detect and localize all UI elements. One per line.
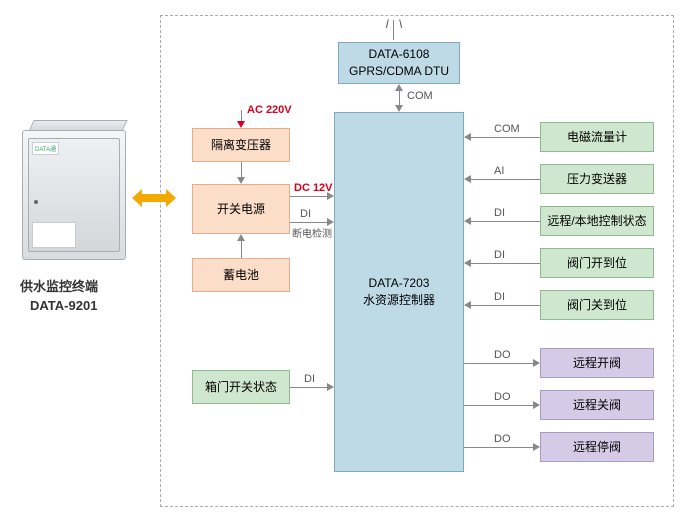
dc-label: DC 12V [294, 182, 333, 194]
controller-block-line1: DATA-7203 [369, 275, 430, 292]
right-flow-block-line1: 电磁流量计 [567, 129, 627, 146]
psu-block-line1: 开关电源 [217, 201, 265, 218]
right-rstop-block: 远程停阀 [540, 432, 654, 462]
cabinet-label-1: 供水监控终端 [20, 276, 98, 295]
right-press-sig: AI [494, 165, 504, 177]
right-press-block: 压力变送器 [540, 164, 654, 194]
battery-block-line1: 蓄电池 [223, 267, 259, 284]
ac-label: AC 220V [247, 104, 292, 116]
right-ropen-sig: DO [494, 349, 511, 361]
cabinet-brand: DATA通 [32, 142, 59, 155]
right-mode-block: 远程/本地控制状态 [540, 206, 654, 236]
right-mode-sig: DI [494, 207, 505, 219]
right-flow-sig: COM [494, 123, 520, 135]
antenna-icon [386, 19, 402, 27]
dtu-block-line1: DATA-6108 [369, 46, 430, 63]
right-rclose-block-line1: 远程关阀 [573, 397, 621, 414]
psu-di-label: DI [300, 208, 311, 220]
cabinet-illustration: DATA通 [22, 130, 124, 258]
right-ropen-block-line1: 远程开阀 [573, 355, 621, 372]
link-arrow-icon [132, 189, 176, 207]
door-switch-block: 箱门开关状态 [192, 370, 290, 404]
right-open-block-line1: 阀门开到位 [567, 255, 627, 272]
door-switch-block-line1: 箱门开关状态 [205, 379, 277, 396]
right-rclose-sig: DO [494, 391, 511, 403]
transformer-block-line1: 隔离变压器 [211, 137, 271, 154]
psu-di-sub: 断电检测 [292, 225, 332, 240]
right-rstop-block-line1: 远程停阀 [573, 439, 621, 456]
dtu-block-line2: GPRS/CDMA DTU [349, 63, 449, 80]
controller-block: DATA-7203水资源控制器 [334, 112, 464, 472]
right-press-block-line1: 压力变送器 [567, 171, 627, 188]
right-open-sig: DI [494, 249, 505, 261]
dtu-block: DATA-6108GPRS/CDMA DTU [338, 42, 460, 84]
transformer-block: 隔离变压器 [192, 128, 290, 162]
right-rstop-sig: DO [494, 433, 511, 445]
dtu-link-label: COM [407, 90, 433, 102]
controller-block-line2: 水资源控制器 [363, 292, 435, 309]
battery-block: 蓄电池 [192, 258, 290, 292]
right-close-sig: DI [494, 291, 505, 303]
right-close-block-line1: 阀门关到位 [567, 297, 627, 314]
right-flow-block: 电磁流量计 [540, 122, 654, 152]
right-rclose-block: 远程关阀 [540, 390, 654, 420]
right-mode-block-line1: 远程/本地控制状态 [547, 213, 646, 230]
psu-block: 开关电源 [192, 184, 290, 234]
cabinet-label-2: DATA-9201 [30, 298, 97, 313]
right-open-block: 阀门开到位 [540, 248, 654, 278]
right-ropen-block: 远程开阀 [540, 348, 654, 378]
cabinet-nameplate [32, 222, 76, 248]
door-di-label: DI [304, 373, 315, 385]
right-close-block: 阀门关到位 [540, 290, 654, 320]
